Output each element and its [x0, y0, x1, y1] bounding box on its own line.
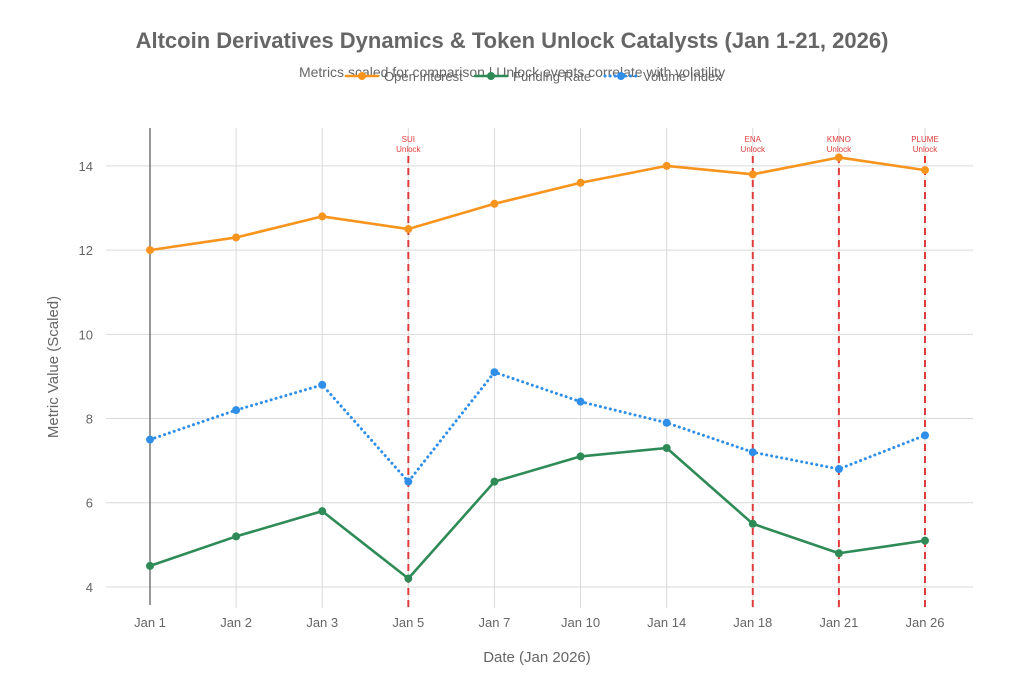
data-point [146, 246, 154, 255]
unlock-marker-label: Unlock [913, 145, 938, 154]
x-tick-label: Jan 10 [561, 615, 600, 630]
x-axis-label: Date (Jan 2026) [483, 649, 591, 666]
legend: Open Interest Funding Rate Volume Index [344, 69, 722, 84]
x-tick-label: Jan 2 [220, 615, 252, 630]
y-tick-label: 12 [79, 243, 93, 258]
data-point [576, 452, 585, 461]
y-tick-label: 8 [86, 412, 93, 427]
data-point [576, 397, 585, 406]
legend-item-label: Open Interest [384, 69, 463, 84]
data-point [834, 153, 843, 162]
data-point [576, 178, 585, 187]
data-point [490, 199, 499, 208]
data-point [232, 532, 241, 541]
data-point [490, 477, 499, 486]
unlock-marker-label: Unlock [827, 145, 852, 154]
y-tick-label: 14 [79, 159, 93, 174]
chart-title: Altcoin Derivatives Dynamics & Token Unl… [136, 28, 889, 53]
x-tick-label: Jan 1 [134, 615, 166, 630]
x-tick-label: Jan 26 [905, 615, 944, 630]
x-tick-label: Jan 5 [392, 615, 424, 630]
data-point [921, 431, 929, 440]
data-point [921, 166, 929, 175]
data-point [232, 233, 241, 242]
unlock-marker-label: SUI [402, 135, 415, 144]
x-tick-label: Jan 7 [479, 615, 511, 630]
data-point [834, 465, 843, 474]
legend-item-label: Funding Rate [513, 69, 591, 84]
y-axis-label: Metric Value (Scaled) [45, 296, 62, 438]
series-line [148, 156, 927, 252]
data-point [318, 380, 327, 389]
series-line [148, 370, 927, 484]
series [146, 153, 929, 583]
legend-swatch-marker [358, 72, 366, 80]
data-point [921, 536, 929, 545]
series-line [148, 446, 927, 580]
unlock-marker-label: PLUME [911, 135, 939, 144]
legend-swatch-marker [487, 72, 495, 80]
axes: 4 6 8 10 12 14 Jan 1 Jan 2 Jan 3 Jan 5 Jan 7 Jan 10… [79, 128, 945, 630]
data-point [404, 225, 413, 234]
data-point [318, 507, 327, 516]
data-point [748, 519, 757, 528]
unlock-marker-label: Unlock [741, 145, 766, 154]
data-point [662, 161, 671, 170]
data-point [748, 170, 757, 179]
data-point [404, 574, 413, 583]
unlock-marker-label: ENA [745, 135, 762, 144]
y-tick-label: 4 [86, 580, 93, 595]
unlock-marker-label: Unlock [396, 145, 421, 154]
data-point [318, 212, 327, 221]
legend-swatch-marker [617, 72, 625, 80]
legend-item-label: Volume Index [643, 69, 722, 84]
data-point [662, 444, 671, 452]
x-tick-label: Jan 3 [306, 615, 338, 630]
data-point [146, 561, 154, 570]
y-tick-label: 6 [86, 496, 93, 511]
x-tick-label: Jan 18 [733, 615, 772, 630]
data-point [834, 549, 843, 558]
data-point [662, 418, 671, 427]
data-point [748, 448, 757, 457]
data-point [232, 406, 241, 415]
data-point [146, 435, 154, 444]
data-point [404, 477, 413, 486]
data-point [490, 368, 499, 377]
x-tick-label: Jan 21 [819, 615, 858, 630]
x-tick-label: Jan 14 [647, 615, 686, 630]
unlock-marker-label: KMNO [827, 135, 851, 144]
y-tick-label: 10 [79, 327, 93, 342]
